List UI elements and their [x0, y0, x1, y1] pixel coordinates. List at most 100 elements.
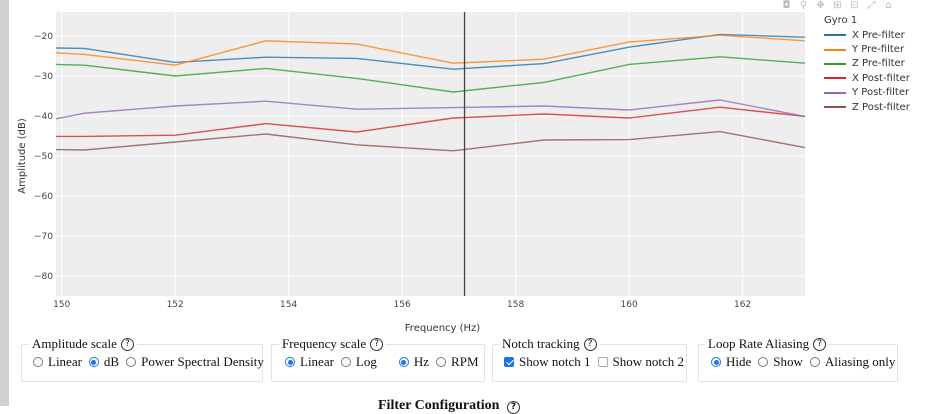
zoom-out-icon[interactable]: ⊟ — [850, 0, 859, 11]
frequency-option-linear[interactable]: Linear — [285, 354, 334, 370]
x-tick-label: 154 — [280, 300, 297, 310]
radio-icon[interactable] — [33, 357, 43, 367]
radio-icon[interactable] — [436, 357, 447, 367]
aliasing-option-only[interactable]: Aliasing only — [809, 354, 895, 370]
checkbox-icon[interactable] — [597, 357, 608, 367]
legend-item-5[interactable]: Y Post-filter — [824, 86, 910, 100]
option-label: Show notch 1 — [519, 354, 591, 369]
legend-item-3[interactable]: Z Pre-filter — [824, 57, 910, 71]
legend-swatch — [824, 77, 846, 80]
option-label: Hide — [726, 354, 752, 369]
option-label: Hz — [413, 354, 430, 369]
radio-icon[interactable] — [809, 357, 820, 367]
y-tick-label: −20 — [34, 32, 53, 42]
aliasing-option-show[interactable]: Show — [758, 354, 803, 370]
legend-label: Y Post-filter — [852, 87, 910, 99]
show-notch-2-checkbox[interactable]: Show notch 2 — [597, 354, 685, 370]
y-tick-label: −80 — [34, 272, 53, 282]
option-label: Show notch 2 — [612, 354, 685, 369]
legend-title: Gyro 1 — [824, 15, 858, 26]
x-tick-label: 150 — [53, 300, 70, 310]
aliasing-help-icon[interactable]: ? — [813, 337, 827, 351]
frequency-unit-rpm[interactable]: RPM — [436, 354, 479, 370]
amplitude-scale-title: Amplitude scale ? — [29, 336, 137, 352]
legend-label: X Post-filter — [852, 72, 910, 84]
frequency-scale-title: Frequency scale ? — [279, 336, 387, 352]
amplitude-options: Linear dB Power Spectral Density — [33, 353, 271, 371]
legend-item-1[interactable]: X Pre-filter — [824, 28, 910, 42]
pan-icon[interactable]: ✥ — [816, 0, 825, 11]
legend-label: Y Pre-filter — [852, 44, 905, 56]
radio-icon[interactable] — [398, 357, 409, 367]
notch-tracking-label: Notch tracking — [502, 336, 580, 351]
chart-legend: Gyro 1 X Pre-filter Y Pre-filter Z Pre-fil… — [824, 15, 910, 114]
legend-swatch — [824, 91, 846, 94]
option-label: Linear — [300, 354, 334, 369]
legend-item-4[interactable]: X Post-filter — [824, 71, 910, 85]
legend-item-6[interactable]: Z Post-filter — [824, 100, 910, 114]
radio-icon[interactable] — [126, 357, 137, 367]
radio-icon[interactable] — [340, 357, 351, 367]
legend-swatch — [824, 34, 846, 37]
y-axis-label: Amplitude (dB) — [17, 118, 28, 194]
legend-swatch — [824, 62, 846, 65]
y-tick-label: −40 — [34, 112, 53, 122]
radio-icon[interactable] — [758, 357, 769, 367]
zoom-icon[interactable]: ⚲ — [799, 0, 808, 11]
legend-label: X Pre-filter — [852, 29, 905, 41]
legend-swatch — [824, 106, 846, 109]
legend-swatch — [824, 48, 846, 51]
chart-modebar: ◘ ⚲ ✥ ⊞ ⊟ ⤢ ⌂ — [780, 0, 895, 12]
frequency-help-icon[interactable]: ? — [370, 337, 384, 351]
y-tick-label: −60 — [34, 192, 53, 202]
filter-configuration-heading: Filter Configuration ? — [378, 398, 520, 414]
notch-tracking-title: Notch tracking ? — [499, 336, 600, 352]
frequency-chart: 150 152 154 156 158 160 162 −20 −30 −40 −50 −60 −70 −… — [17, 12, 806, 334]
frequency-scale-label: Frequency scale — [282, 336, 367, 351]
x-tick-label: 156 — [394, 300, 411, 310]
amplitude-option-psd[interactable]: Power Spectral Density — [126, 354, 264, 370]
zoom-in-icon[interactable]: ⊞ — [833, 0, 842, 11]
reset-axes-icon[interactable]: ⌂ — [885, 0, 892, 11]
plot-area — [56, 12, 805, 296]
frequency-options: Linear Log Hz RPM — [285, 353, 486, 371]
amplitude-option-db[interactable]: dB — [88, 354, 119, 370]
radio-icon[interactable] — [88, 357, 99, 367]
amplitude-help-icon[interactable]: ? — [120, 337, 134, 351]
y-tick-label: −30 — [34, 72, 53, 82]
autoscale-icon[interactable]: ⤢ — [867, 0, 876, 11]
checkbox-icon[interactable] — [504, 357, 514, 367]
x-tick-label: 152 — [167, 300, 184, 310]
radio-icon[interactable] — [285, 357, 295, 367]
amplitude-option-linear[interactable]: Linear — [33, 354, 82, 370]
option-label: Show — [773, 354, 803, 369]
frequency-option-log[interactable]: Log — [340, 354, 377, 370]
frequency-unit-hz[interactable]: Hz — [398, 354, 430, 370]
legend-label: Z Post-filter — [852, 101, 910, 113]
show-notch-1-checkbox[interactable]: Show notch 1 — [504, 354, 591, 370]
option-label: Log — [355, 354, 377, 369]
series-line-3 — [55, 56, 806, 93]
x-tick-label: 162 — [734, 300, 751, 310]
series-line-4 — [56, 106, 806, 138]
series-line-2 — [55, 34, 806, 66]
series-line-6 — [55, 130, 806, 152]
camera-icon[interactable]: ◘ — [782, 0, 791, 11]
option-label: Linear — [48, 354, 82, 369]
radio-icon[interactable] — [711, 357, 721, 367]
left-scrollbar-edge — [0, 0, 9, 406]
option-label: Power Spectral Density — [141, 354, 264, 369]
series-line-1 — [55, 33, 806, 70]
aliasing-option-hide[interactable]: Hide — [711, 354, 751, 370]
notch-help-icon[interactable]: ? — [583, 337, 597, 351]
amplitude-scale-label: Amplitude scale — [32, 336, 117, 351]
option-label: RPM — [451, 354, 479, 369]
aliasing-options: Hide Show Aliasing only — [711, 353, 902, 371]
filter-configuration-help-icon[interactable]: ? — [506, 401, 520, 414]
x-tick-label: 160 — [621, 300, 638, 310]
legend-item-2[interactable]: Y Pre-filter — [824, 42, 910, 56]
series-line-5 — [55, 99, 806, 120]
aliasing-label: Loop Rate Aliasing — [708, 336, 810, 351]
notch-options: Show notch 1 Show notch 2 — [504, 353, 691, 371]
legend-label: Z Pre-filter — [852, 58, 905, 70]
